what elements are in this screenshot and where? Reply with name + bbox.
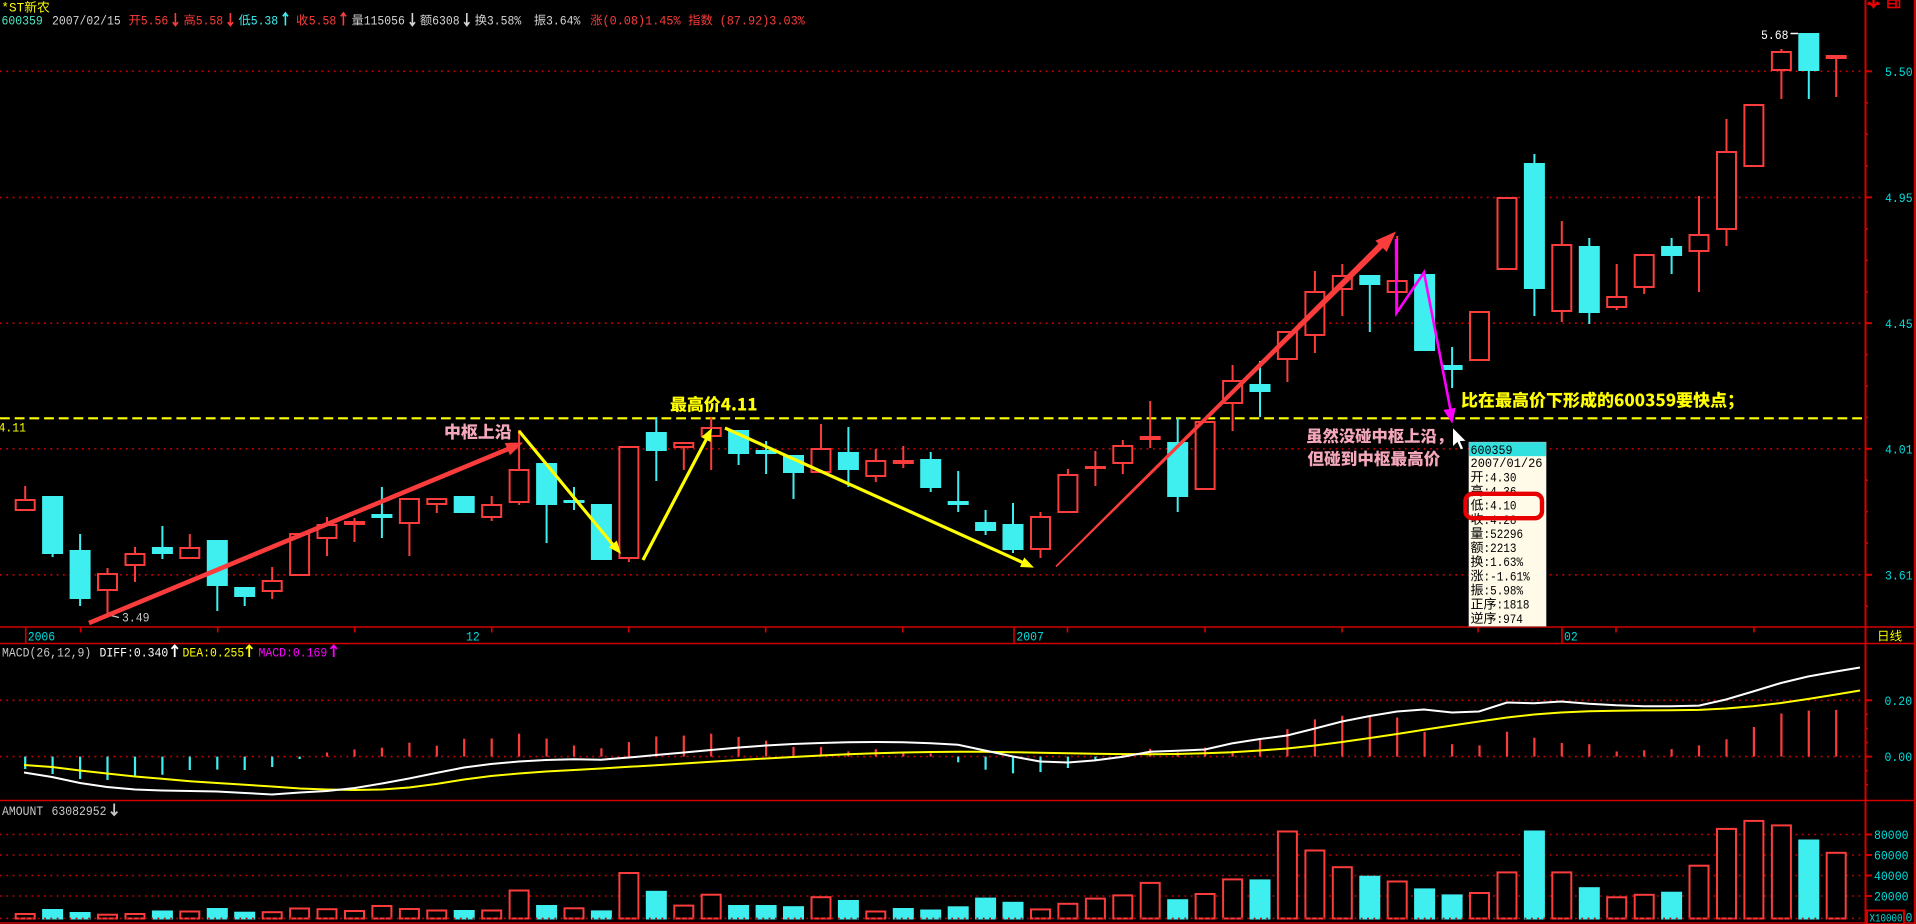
svg-text:60000: 60000 <box>1874 850 1909 864</box>
svg-text:5.50: 5.50 <box>1885 66 1913 80</box>
svg-text:02: 02 <box>1564 631 1578 645</box>
svg-text:0: 0 <box>1906 912 1913 924</box>
svg-text::-1.61%: :-1.61% <box>1484 570 1531 584</box>
svg-text:600359: 600359 <box>1471 444 1513 458</box>
svg-text:5.38: 5.38 <box>251 15 279 29</box>
svg-text:4.45: 4.45 <box>1885 318 1913 332</box>
svg-text:5.68: 5.68 <box>1761 29 1789 43</box>
svg-text::1.63%: :1.63% <box>1484 556 1524 570</box>
svg-text:3.61: 3.61 <box>1885 569 1913 583</box>
svg-text:63082952: 63082952 <box>52 805 107 819</box>
svg-text:5.56: 5.56 <box>141 15 169 29</box>
svg-text:3.49: 3.49 <box>122 612 150 626</box>
svg-text:2006: 2006 <box>28 631 56 645</box>
svg-text:600359: 600359 <box>2 15 43 29</box>
svg-text:2007/01/26: 2007/01/26 <box>1471 457 1543 471</box>
svg-text:3.64%: 3.64% <box>546 15 581 29</box>
svg-text:40000: 40000 <box>1874 870 1909 884</box>
svg-text:4.11: 4.11 <box>0 422 26 436</box>
svg-text:(87.92)3.03%: (87.92)3.03% <box>720 15 806 29</box>
svg-text:*ST: *ST <box>1 1 24 15</box>
svg-text:80000: 80000 <box>1874 829 1909 843</box>
svg-text:115056: 115056 <box>364 15 405 29</box>
svg-text::5.98%: :5.98% <box>1484 585 1524 599</box>
svg-text::4.28: :4.28 <box>1484 514 1517 528</box>
svg-text:MACD:0.169: MACD:0.169 <box>259 647 328 661</box>
svg-text:2007: 2007 <box>1016 631 1044 645</box>
svg-text:5.58: 5.58 <box>196 15 224 29</box>
svg-text::1818: :1818 <box>1497 599 1530 613</box>
svg-text:DIFF:0.340: DIFF:0.340 <box>100 647 169 661</box>
svg-text:12: 12 <box>466 631 480 645</box>
svg-text:20000: 20000 <box>1874 891 1909 905</box>
svg-text::4.10: :4.10 <box>1484 500 1517 514</box>
svg-text::4.30: :4.30 <box>1484 471 1517 485</box>
svg-text:6308: 6308 <box>432 15 460 29</box>
svg-text:MACD(26,12,9): MACD(26,12,9) <box>2 647 91 661</box>
svg-text::974: :974 <box>1497 613 1523 627</box>
svg-text:3.58%: 3.58% <box>487 15 522 29</box>
svg-text:X10000: X10000 <box>1870 914 1903 924</box>
svg-text:DEA:0.255: DEA:0.255 <box>183 647 245 661</box>
svg-text:AMOUNT: AMOUNT <box>2 805 44 819</box>
svg-text:5.58: 5.58 <box>309 15 337 29</box>
svg-text:2007/02/15: 2007/02/15 <box>52 15 121 29</box>
svg-text:0.00: 0.00 <box>1885 751 1913 765</box>
svg-text::2213: :2213 <box>1484 542 1517 556</box>
svg-text:4.01: 4.01 <box>1885 443 1913 457</box>
svg-text:(0.08)1.45%: (0.08)1.45% <box>603 15 682 29</box>
svg-text::52296: :52296 <box>1484 528 1524 542</box>
svg-text:0.20: 0.20 <box>1885 695 1913 709</box>
svg-text:4.95: 4.95 <box>1885 192 1913 206</box>
